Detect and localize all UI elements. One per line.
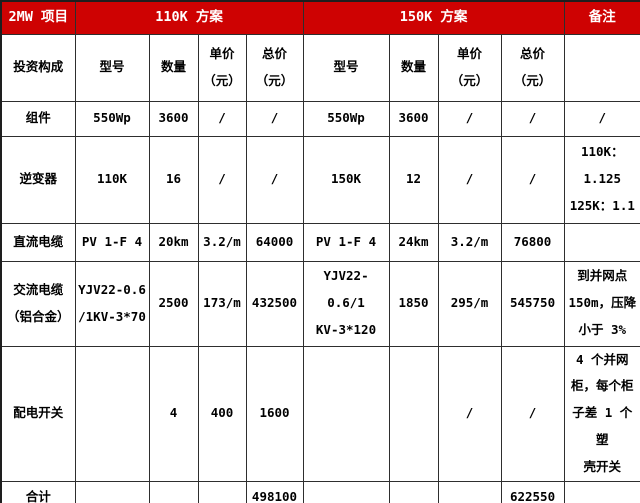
row-label: 交流电缆 （铝合金）: [0, 260, 76, 347]
unit-price-150k: 3.2/m: [437, 222, 502, 262]
model-150k: 550Wp: [302, 100, 390, 137]
model-110k: 110K: [74, 135, 150, 224]
remark-cell: 4 个并网 柜，每个柜 子差 1 个塑 壳开关: [563, 345, 640, 482]
remark-header: 备注: [563, 0, 640, 35]
total-price-150k: 622550: [500, 480, 565, 503]
unit-price-150k: /: [437, 345, 502, 482]
row-label: 直流电缆: [0, 222, 76, 262]
unit-price-header-110k: 单价 （元）: [197, 33, 247, 102]
qty-150k: 24km: [388, 222, 439, 262]
total-price-110k: 64000: [245, 222, 304, 262]
total-price-110k: /: [245, 100, 304, 137]
plan-150k-header: 150K 方案: [302, 0, 565, 35]
model-150k: PV 1-F 4: [302, 222, 390, 262]
qty-150k: 12: [388, 135, 439, 224]
model-header-110k: 型号: [74, 33, 150, 102]
qty-150k: 1850: [388, 260, 439, 347]
model-110k: [74, 345, 150, 482]
total-price-150k: /: [500, 345, 565, 482]
model-110k: [74, 480, 150, 503]
model-150k: [302, 345, 390, 482]
model-150k: YJV22-0.6/1 KV-3*120: [302, 260, 390, 347]
row-label: 合计: [0, 480, 76, 503]
unit-price-110k: /: [197, 135, 247, 224]
unit-price-header-150k: 单价 （元）: [437, 33, 502, 102]
investment-header: 投资构成: [0, 33, 76, 102]
model-110k: PV 1-F 4: [74, 222, 150, 262]
qty-110k: 16: [148, 135, 199, 224]
project-title-cell: 2MW 项目: [0, 0, 76, 35]
qty-150k: [388, 480, 439, 503]
total-price-150k: 545750: [500, 260, 565, 347]
total-price-header-150k: 总价 （元）: [500, 33, 565, 102]
total-price-150k: /: [500, 135, 565, 224]
unit-price-110k: /: [197, 100, 247, 137]
table-row-module: 组件 550Wp 3600 / / 550Wp 3600 / / /: [0, 100, 640, 137]
unit-price-110k: 173/m: [197, 260, 247, 347]
qty-150k: [388, 345, 439, 482]
qty-110k: 3600: [148, 100, 199, 137]
row-label: 组件: [0, 100, 76, 137]
total-price-110k: 432500: [245, 260, 304, 347]
model-150k: 150K: [302, 135, 390, 224]
qty-110k: 4: [148, 345, 199, 482]
unit-price-150k: /: [437, 135, 502, 224]
total-price-150k: 76800: [500, 222, 565, 262]
remark-cell: [563, 222, 640, 262]
unit-price-110k: [197, 480, 247, 503]
remark-subheader-empty: [563, 33, 640, 102]
total-price-110k: 498100: [245, 480, 304, 503]
model-110k: YJV22-0.6 /1KV-3*70: [74, 260, 150, 347]
table-row-dc-cable: 直流电缆 PV 1-F 4 20km 3.2/m 64000 PV 1-F 4 …: [0, 222, 640, 262]
table-header-row: 2MW 项目 110K 方案 150K 方案 备注: [0, 0, 640, 35]
unit-price-150k: /: [437, 100, 502, 137]
table-row-total: 合计 498100 622550: [0, 480, 640, 503]
remark-cell: 110K： 1.125 125K：1.1: [563, 135, 640, 224]
remark-cell: /: [563, 100, 640, 137]
qty-110k: [148, 480, 199, 503]
table-subheader-row: 投资构成 型号 数量 单价 （元） 总价 （元） 型号 数量 单价 （元） 总价…: [0, 33, 640, 102]
qty-150k: 3600: [388, 100, 439, 137]
unit-price-110k: 3.2/m: [197, 222, 247, 262]
total-price-110k: /: [245, 135, 304, 224]
remark-cell: 到并网点 150m，压降 小于 3%: [563, 260, 640, 347]
row-label: 逆变器: [0, 135, 76, 224]
table-row-inverter: 逆变器 110K 16 / / 150K 12 / / 110K： 1.125 …: [0, 135, 640, 224]
remark-cell: [563, 480, 640, 503]
model-header-150k: 型号: [302, 33, 390, 102]
total-price-header-110k: 总价 （元）: [245, 33, 304, 102]
qty-110k: 2500: [148, 260, 199, 347]
table-row-distribution-switch: 配电开关 4 400 1600 / / 4 个并网 柜，每个柜 子差 1 个塑 …: [0, 345, 640, 482]
model-110k: 550Wp: [74, 100, 150, 137]
unit-price-150k: 295/m: [437, 260, 502, 347]
unit-price-150k: [437, 480, 502, 503]
plan-110k-header: 110K 方案: [74, 0, 304, 35]
qty-110k: 20km: [148, 222, 199, 262]
row-label: 配电开关: [0, 345, 76, 482]
table-row-ac-cable: 交流电缆 （铝合金） YJV22-0.6 /1KV-3*70 2500 173/…: [0, 260, 640, 347]
qty-header-150k: 数量: [388, 33, 439, 102]
model-150k: [302, 480, 390, 503]
qty-header-110k: 数量: [148, 33, 199, 102]
total-price-150k: /: [500, 100, 565, 137]
unit-price-110k: 400: [197, 345, 247, 482]
total-price-110k: 1600: [245, 345, 304, 482]
